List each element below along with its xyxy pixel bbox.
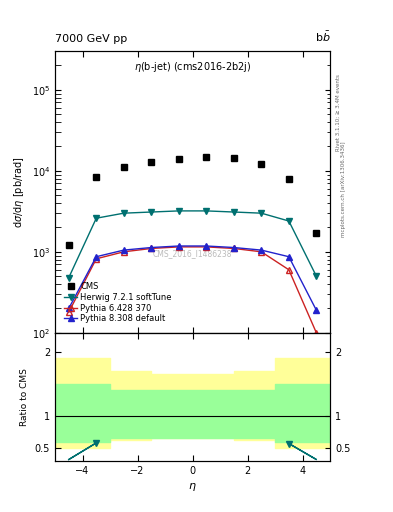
CMS xyxy=(149,159,154,165)
CMS xyxy=(231,155,236,161)
Legend: CMS, Herwig 7.2.1 softTune, Pythia 6.428 370, Pythia 8.308 default: CMS, Herwig 7.2.1 softTune, Pythia 6.428… xyxy=(62,280,174,326)
Pythia 6.428 370 xyxy=(176,244,181,250)
Pythia 8.308 default xyxy=(259,247,264,253)
CMS xyxy=(66,242,71,248)
Herwig 7.2.1 softTune xyxy=(259,210,264,216)
Text: mcplots.cern.ch [arXiv:1306.3436]: mcplots.cern.ch [arXiv:1306.3436] xyxy=(341,142,346,237)
Pythia 8.308 default xyxy=(204,243,209,249)
Herwig 7.2.1 softTune xyxy=(149,209,154,215)
Herwig 7.2.1 softTune xyxy=(121,210,126,216)
Y-axis label: Ratio to CMS: Ratio to CMS xyxy=(20,368,29,426)
Line: Pythia 8.308 default: Pythia 8.308 default xyxy=(66,243,319,313)
CMS xyxy=(204,154,209,160)
Pythia 6.428 370 xyxy=(66,309,71,315)
Pythia 8.308 default xyxy=(94,253,99,260)
Text: CMS_2016_I1486238: CMS_2016_I1486238 xyxy=(153,249,232,259)
Herwig 7.2.1 softTune xyxy=(314,273,319,279)
Text: 7000 GeV pp: 7000 GeV pp xyxy=(55,33,127,44)
Pythia 8.308 default xyxy=(231,244,236,250)
Herwig 7.2.1 softTune xyxy=(231,209,236,215)
Herwig 7.2.1 softTune xyxy=(66,274,71,281)
CMS xyxy=(94,174,99,180)
Pythia 6.428 370 xyxy=(286,267,291,273)
Pythia 8.308 default xyxy=(314,307,319,313)
CMS xyxy=(121,164,126,170)
Herwig 7.2.1 softTune xyxy=(176,208,181,214)
CMS xyxy=(314,230,319,236)
Line: Herwig 7.2.1 softTune: Herwig 7.2.1 softTune xyxy=(66,208,319,281)
Text: Rivet 3.1.10; ≥ 3.4M events: Rivet 3.1.10; ≥ 3.4M events xyxy=(336,74,341,151)
Pythia 6.428 370 xyxy=(149,245,154,251)
CMS xyxy=(176,156,181,162)
Line: Pythia 6.428 370: Pythia 6.428 370 xyxy=(66,244,319,335)
Y-axis label: d$\sigma$/d$\eta$ [pb/rad]: d$\sigma$/d$\eta$ [pb/rad] xyxy=(12,156,26,228)
Pythia 8.308 default xyxy=(121,247,126,253)
Text: $\eta$(b-jet) (cms2016-2b2j): $\eta$(b-jet) (cms2016-2b2j) xyxy=(134,60,251,74)
Pythia 6.428 370 xyxy=(121,249,126,255)
Pythia 8.308 default xyxy=(286,253,291,260)
Text: b$\bar{b}$: b$\bar{b}$ xyxy=(314,29,330,44)
Pythia 6.428 370 xyxy=(314,330,319,336)
Pythia 6.428 370 xyxy=(259,249,264,255)
Line: CMS: CMS xyxy=(66,154,319,248)
Pythia 6.428 370 xyxy=(231,245,236,251)
Pythia 8.308 default xyxy=(149,244,154,250)
CMS xyxy=(259,161,264,167)
Herwig 7.2.1 softTune xyxy=(286,218,291,224)
Herwig 7.2.1 softTune xyxy=(94,215,99,221)
Pythia 6.428 370 xyxy=(94,255,99,262)
Pythia 6.428 370 xyxy=(204,244,209,250)
Pythia 8.308 default xyxy=(66,305,71,311)
Pythia 8.308 default xyxy=(176,243,181,249)
Herwig 7.2.1 softTune xyxy=(204,208,209,214)
CMS xyxy=(286,176,291,182)
X-axis label: $\eta$: $\eta$ xyxy=(188,481,197,493)
